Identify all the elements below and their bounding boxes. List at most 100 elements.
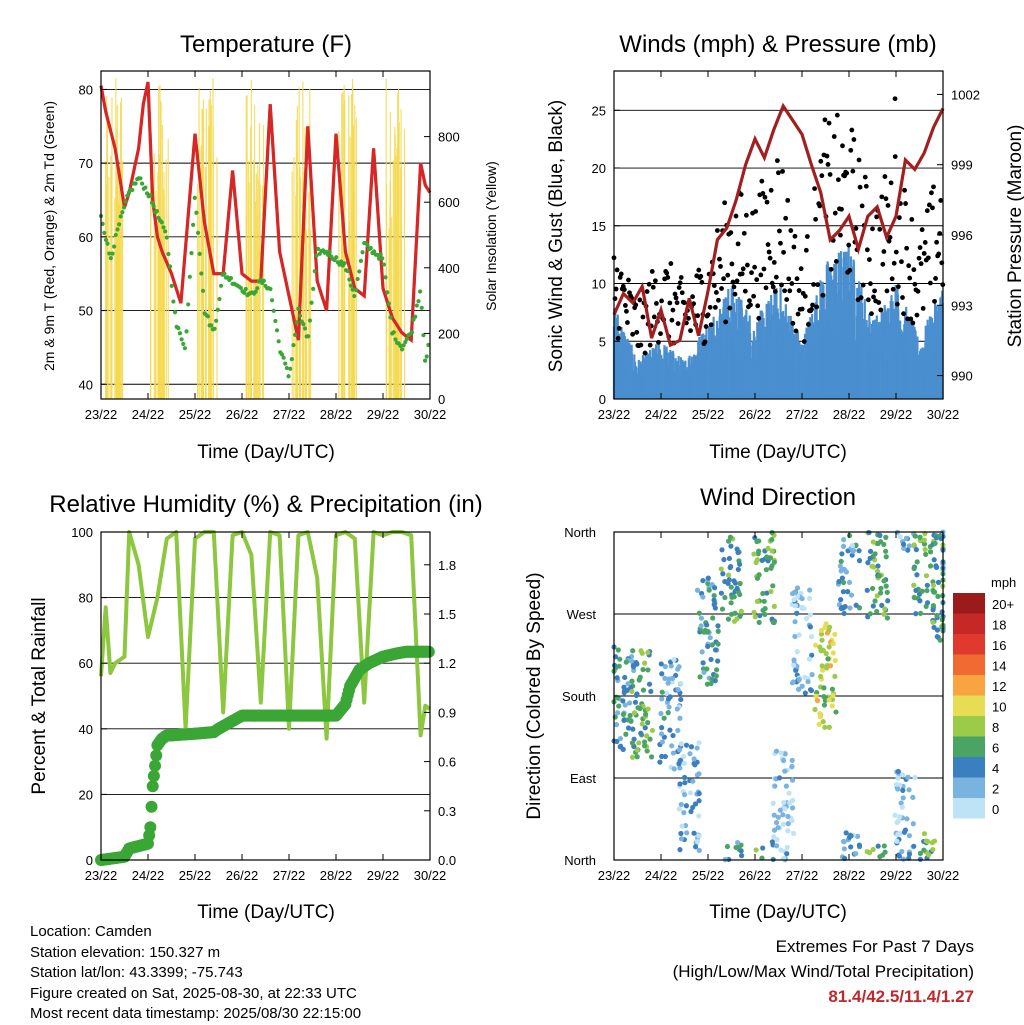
y-tick-label: 100 [71, 525, 93, 540]
wind-direction-point [615, 647, 621, 653]
dewpoint-point [115, 227, 120, 232]
dewpoint-point [391, 330, 396, 335]
dewpoint-point [302, 326, 308, 331]
wind-direction-point [796, 632, 802, 638]
wind-direction-point [675, 686, 681, 693]
gust-point [932, 298, 937, 304]
wind-direction-point [830, 692, 836, 699]
y-tick-label: 5 [599, 334, 606, 349]
dewpoint-point [399, 347, 405, 352]
x-tick-label: 29/22 [880, 868, 913, 883]
dewpoint-point [348, 283, 354, 288]
wind-direction-point [728, 584, 734, 590]
dewpoint-point [301, 322, 306, 327]
x-tick-label: 23/22 [85, 868, 118, 883]
gust-point [856, 157, 862, 163]
gust-point [833, 259, 839, 264]
dewpoint-point [371, 249, 377, 254]
gust-point [795, 311, 801, 317]
gust-point [866, 257, 872, 262]
gust-point [669, 317, 675, 323]
x-tick-label: 28/22 [320, 407, 353, 422]
gust-point [832, 210, 838, 216]
gust-point [877, 226, 883, 232]
gust-point [874, 214, 880, 220]
dewpoint-point [421, 333, 426, 338]
wind-direction-point [677, 715, 683, 721]
dewpoint-point [222, 271, 227, 276]
wind-direction-point [905, 774, 911, 780]
dewpoint-point [192, 195, 197, 200]
legend-swatch [953, 613, 985, 634]
wind-direction-point [687, 790, 694, 796]
wind-direction-point [768, 588, 774, 595]
wind-direction-point [798, 604, 805, 610]
wind-direction-point [726, 538, 732, 544]
wind-direction-point [912, 774, 918, 781]
gust-point [758, 272, 764, 278]
dewpoint-point [214, 318, 219, 323]
gust-point [824, 153, 830, 159]
wind-direction-point [728, 600, 734, 606]
wind-direction-point [819, 663, 825, 669]
wind-direction-point [819, 637, 825, 643]
wind-direction-point [648, 754, 655, 760]
wind-direction-point [806, 656, 812, 662]
y-tick-label: 15 [592, 219, 606, 234]
gust-point [734, 278, 740, 284]
gust-point [787, 288, 793, 294]
dewpoint-point [306, 334, 311, 339]
speed-legend: mph 20+ 18 16 14 12 10 8 6 4 2 0 [953, 575, 1016, 819]
dewpoint-point [197, 251, 202, 257]
gust-point [642, 350, 648, 356]
gust-point [728, 230, 734, 236]
wind-direction-point [838, 597, 844, 603]
y-right-tick-label: 0.0 [438, 853, 456, 868]
figure-created: Figure created on Sat, 2025-08-30, at 22… [30, 984, 357, 1002]
wind-direction-point [774, 836, 780, 843]
y-right-tick-label: 0 [438, 392, 445, 407]
gust-point [676, 285, 682, 290]
wind-direction-point [792, 633, 798, 640]
wind-direction-point [670, 750, 677, 756]
wind-direction-point [780, 821, 786, 827]
gust-point [820, 292, 826, 298]
wind-direction-point [614, 675, 620, 681]
wind-direction-point [866, 850, 873, 856]
wind-direction-point [843, 830, 849, 836]
wind-direction-point [620, 746, 626, 752]
wind-direction-point [634, 747, 640, 753]
gust-point [788, 228, 794, 233]
gust-point [764, 199, 770, 205]
wind-direction-point [659, 753, 665, 759]
gust-point [712, 304, 718, 310]
wind-direction-point [919, 588, 925, 594]
gust-point [922, 240, 928, 245]
wind-direction-point [771, 603, 777, 609]
wind-direction-point [912, 533, 918, 539]
dewpoint-point [414, 303, 419, 308]
wind-direction-point [775, 814, 781, 820]
dewpoint-point [381, 262, 387, 267]
wind-direction-point [906, 787, 912, 793]
gust-point [802, 293, 808, 299]
wind-direction-point [840, 543, 847, 549]
gust-point [752, 264, 758, 270]
legend-swatch [953, 716, 985, 737]
gust-point [770, 284, 776, 290]
y-tick-label: 0 [86, 853, 93, 868]
wind-direction-point [826, 724, 832, 730]
wind-direction-point [720, 571, 726, 577]
wind-direction-point [897, 534, 903, 540]
gust-point [835, 177, 841, 183]
wind-direction-point [849, 542, 856, 549]
gust-point [773, 274, 779, 280]
wind-direction-point [769, 530, 775, 536]
gust-point [731, 284, 737, 290]
wind-direction-point [710, 615, 716, 621]
gust-point [849, 127, 855, 133]
gust-point [717, 256, 722, 262]
gust-point [864, 247, 870, 253]
gust-point [644, 289, 650, 294]
wind-direction-point [934, 634, 940, 640]
